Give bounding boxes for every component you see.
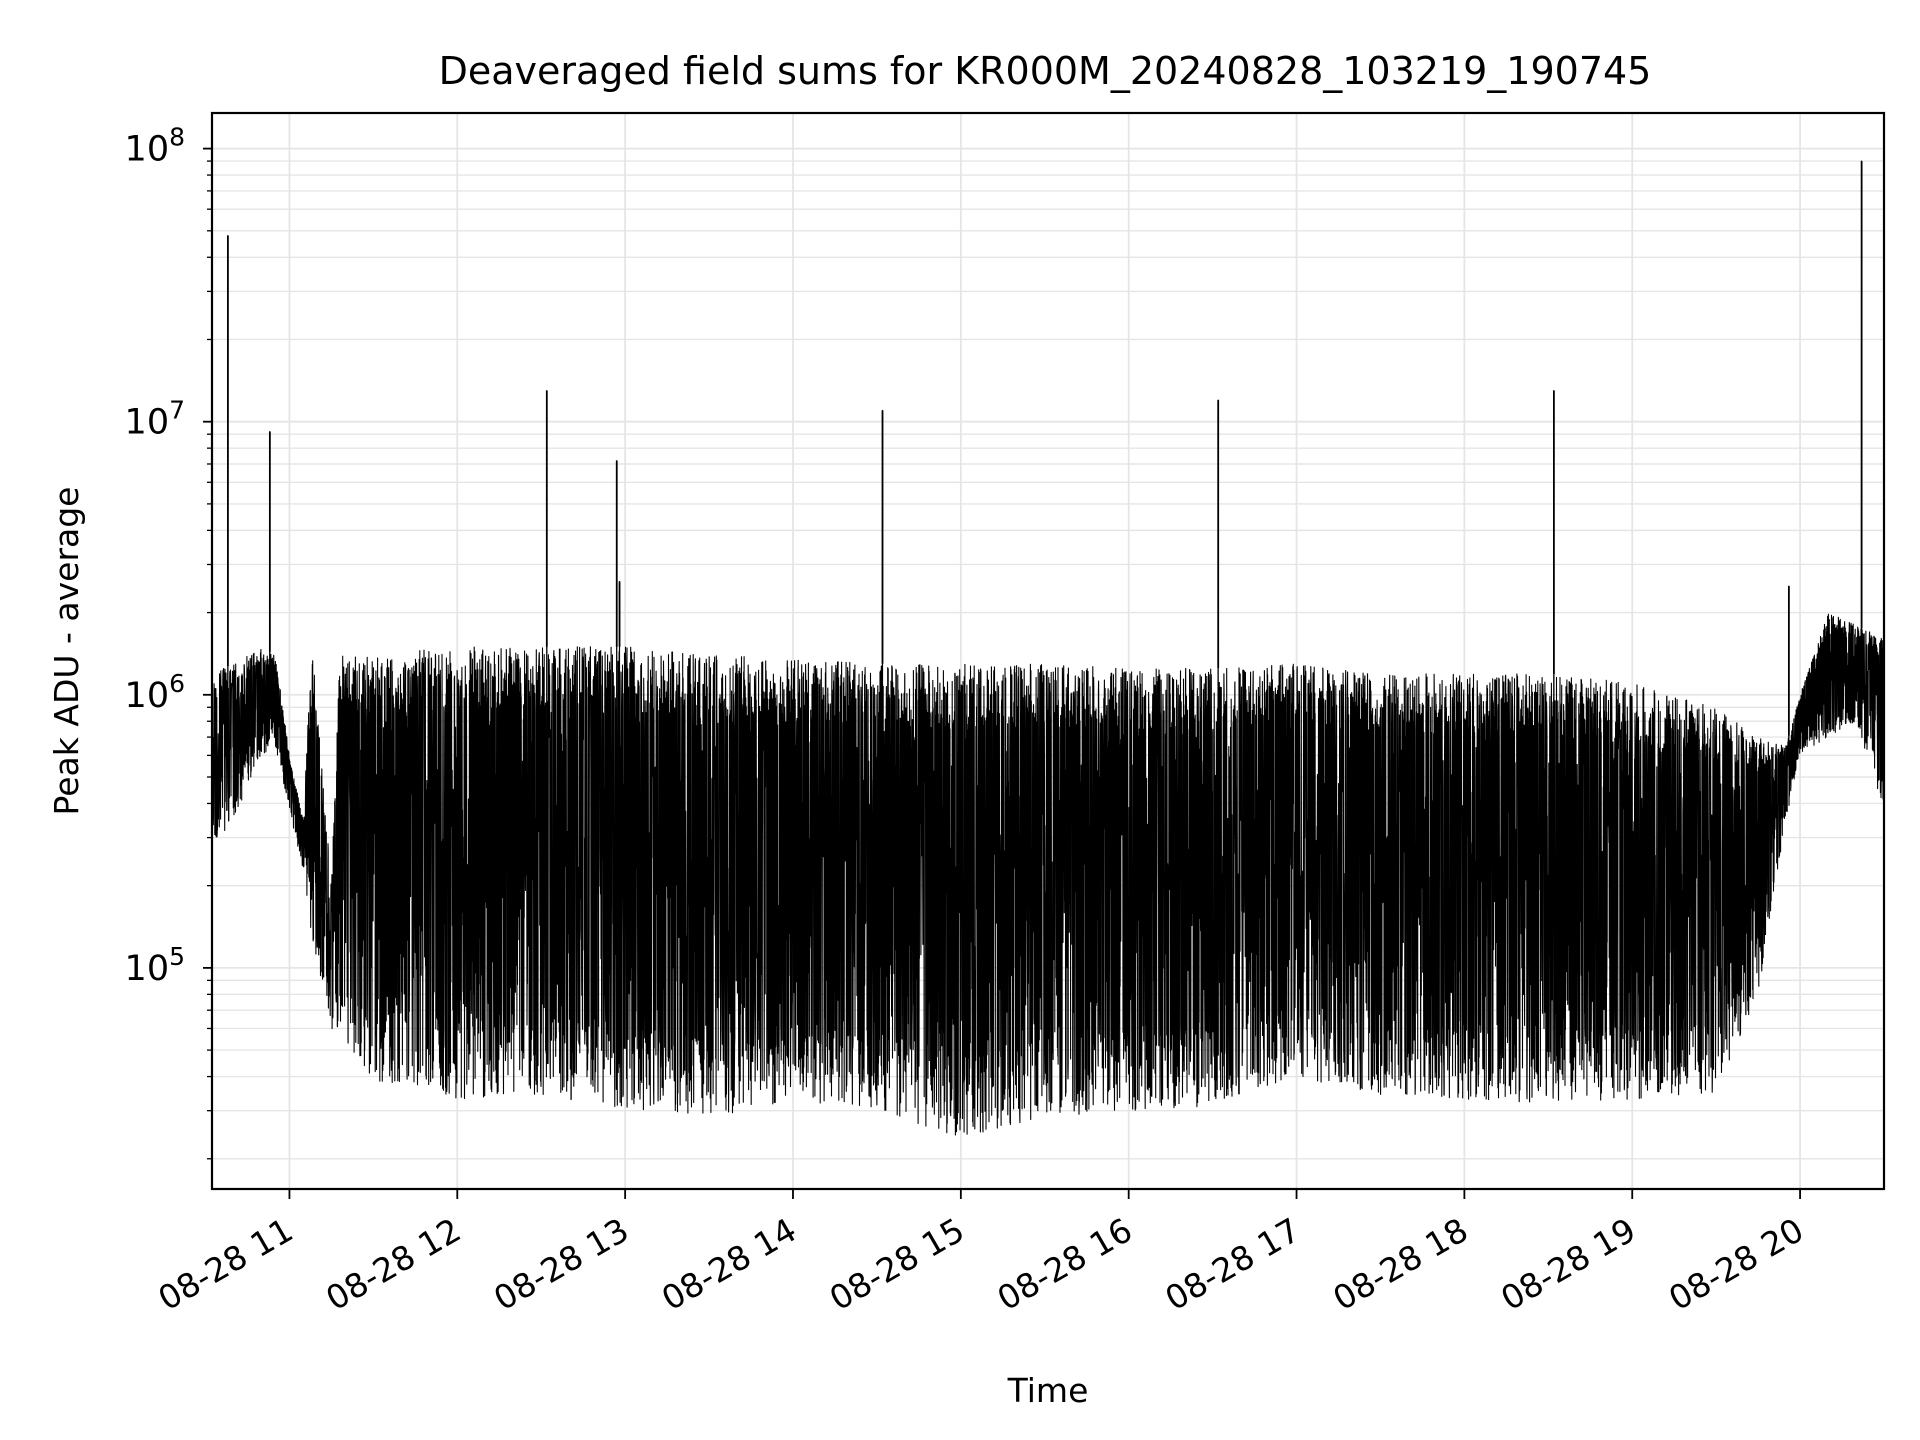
y-tick-label: 106 [125,669,185,716]
y-tick-label: 105 [125,942,185,989]
y-axis-label: Peak ADU - average [47,487,86,816]
plot-frame [210,111,1886,1191]
chart-title: Deaveraged field sums for KR000M_2024082… [439,49,1652,93]
x-axis-label: Time [1007,1371,1089,1410]
data-series-line [211,160,1885,1136]
y-tick-label: 107 [125,396,185,443]
y-tick-label: 108 [125,123,185,170]
data-layer [211,160,1885,1136]
